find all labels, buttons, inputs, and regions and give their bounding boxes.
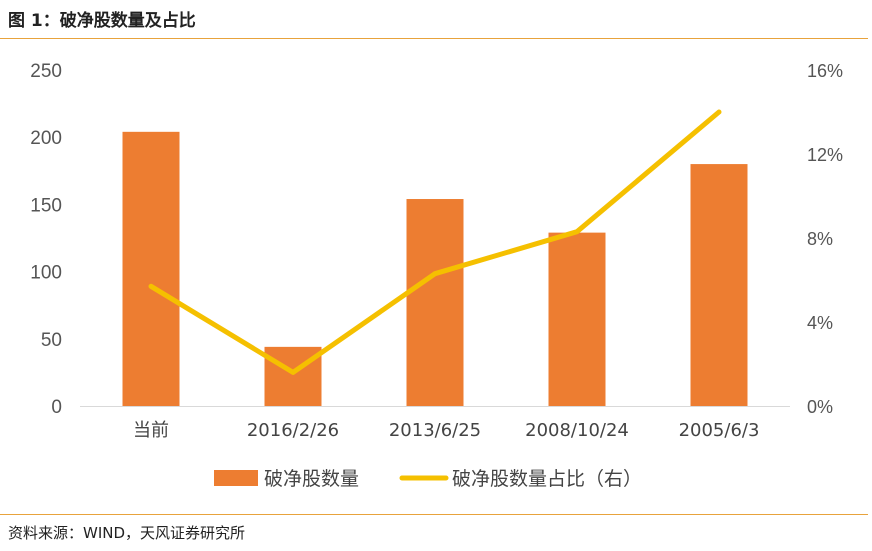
x-tick-label: 2008/10/24: [525, 420, 629, 441]
bar: [690, 164, 748, 406]
bar: [548, 232, 606, 406]
x-tick-label: 当前: [133, 420, 169, 441]
y2-tick-label: 16%: [807, 61, 843, 81]
chart-title: 图 1：破净股数量及占比: [8, 11, 196, 31]
source-note: 资料来源：WIND，天风证券研究所: [8, 524, 246, 542]
legend-bar-label: 破净股数量: [264, 468, 359, 490]
x-tick-label: 2005/6/3: [679, 420, 760, 441]
legend-line-label: 破净股数量占比（右）: [452, 468, 642, 490]
y2-tick-label: 4%: [807, 313, 833, 333]
y-tick-label: 200: [30, 128, 62, 149]
y-tick-label: 50: [41, 330, 62, 351]
y2-tick-label: 0%: [807, 397, 833, 417]
y-tick-label: 250: [30, 61, 62, 82]
x-tick-label: 2013/6/25: [389, 420, 481, 441]
title-rule: [0, 38, 868, 39]
legend-bar-swatch: [214, 470, 258, 486]
x-tick-label: 2016/2/26: [247, 420, 339, 441]
bar: [406, 199, 464, 406]
y2-tick-label: 8%: [807, 229, 833, 249]
source-rule: [0, 514, 868, 515]
bar: [122, 131, 180, 406]
y-tick-label: 150: [30, 195, 62, 216]
y2-tick-label: 12%: [807, 145, 843, 165]
series-line: [148, 109, 722, 375]
y-tick-label: 0: [51, 397, 62, 418]
y-tick-label: 100: [30, 263, 62, 284]
